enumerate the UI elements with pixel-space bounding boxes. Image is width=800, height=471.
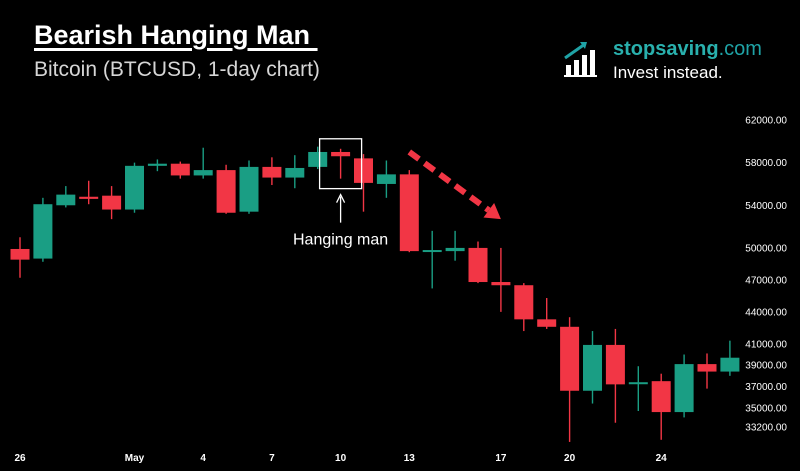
- candle-body: [399, 174, 419, 252]
- candle-body: [331, 151, 351, 157]
- candle-body: [285, 167, 305, 178]
- x-tick-label: 4: [200, 453, 206, 464]
- candle: [720, 340, 740, 376]
- candle-body: [239, 166, 259, 212]
- candle: [79, 180, 99, 205]
- candle: [354, 154, 373, 212]
- candle: [102, 186, 122, 220]
- candle-body: [605, 344, 625, 385]
- candle: [399, 170, 419, 253]
- candle: [628, 366, 648, 412]
- y-tick-label: 47000.00: [745, 275, 787, 286]
- candle-body: [560, 326, 580, 391]
- candle-body: [56, 194, 76, 206]
- candle-body: [445, 247, 465, 252]
- y-tick-label: 50000.00: [745, 243, 787, 254]
- y-tick-label: 54000.00: [745, 201, 787, 212]
- candle-body: [125, 165, 144, 210]
- candle: [514, 283, 534, 332]
- candle-body: [720, 357, 740, 372]
- candle-body: [33, 204, 53, 259]
- candle: [147, 159, 167, 172]
- candle-body: [491, 282, 511, 286]
- candle: [308, 146, 328, 170]
- candle: [56, 186, 76, 208]
- candle: [674, 354, 694, 418]
- candle-body: [674, 364, 694, 413]
- candle: [697, 353, 717, 389]
- candle: [125, 162, 144, 213]
- candle: [239, 160, 259, 214]
- y-tick-label: 41000.00: [745, 339, 787, 350]
- brand-tagline: Invest instead.: [613, 63, 723, 82]
- candle: [376, 160, 396, 198]
- candle-body: [376, 174, 396, 184]
- pointer-arrow-head: [336, 193, 346, 203]
- candle: [33, 197, 53, 262]
- candle: [605, 328, 625, 423]
- candle: [560, 317, 580, 442]
- candle-body: [216, 170, 236, 213]
- candle-body: [147, 163, 167, 166]
- bar-chart-growth-icon: [564, 42, 597, 77]
- candle: [193, 147, 213, 179]
- candle: [445, 230, 465, 261]
- candle-body: [628, 382, 648, 385]
- page-subtitle: Bitcoin (BTCUSD, 1-day chart): [34, 58, 320, 81]
- candle-body: [170, 163, 190, 176]
- page-title: Bearish Hanging Man: [34, 20, 318, 50]
- x-tick-label: 24: [656, 453, 668, 464]
- candle-body: [262, 166, 282, 178]
- candle-body: [354, 158, 373, 183]
- candle: [651, 373, 671, 440]
- candle-body: [422, 250, 442, 253]
- x-tick-label: 10: [335, 453, 347, 464]
- y-tick-label: 58000.00: [745, 158, 787, 169]
- y-tick-label: 37000.00: [745, 382, 787, 393]
- candle-body: [537, 319, 557, 327]
- candle: [537, 298, 557, 329]
- candle: [422, 230, 442, 289]
- candle-body: [468, 247, 488, 283]
- brand-name: stopsaving.com: [613, 38, 762, 60]
- candle-body: [308, 151, 328, 167]
- candle-body: [697, 364, 717, 372]
- brand-logo[interactable]: stopsaving.com Invest instead.: [563, 38, 783, 82]
- y-tick-label: 39000.00: [745, 361, 787, 372]
- x-tick-label: 26: [14, 453, 26, 464]
- candle: [170, 161, 190, 179]
- candle: [331, 148, 351, 179]
- candle: [216, 164, 236, 214]
- candle-body: [79, 196, 99, 199]
- candle: [262, 157, 282, 186]
- candle: [285, 155, 305, 189]
- candle-body: [583, 344, 602, 391]
- candle-body: [651, 381, 671, 413]
- y-tick-label: 33200.00: [745, 423, 787, 434]
- candle: [468, 241, 488, 284]
- y-tick-label: 62000.00: [745, 116, 787, 127]
- y-tick-label: 44000.00: [745, 307, 787, 318]
- candle-body: [102, 195, 122, 210]
- candle: [583, 331, 602, 404]
- candle: [10, 237, 30, 278]
- y-tick-label: 35000.00: [745, 403, 787, 414]
- candle: [491, 247, 511, 312]
- x-tick-label: 20: [564, 453, 576, 464]
- highlight-box: [318, 138, 363, 190]
- x-tick-label: 13: [404, 453, 416, 464]
- candle-body: [514, 285, 534, 320]
- annotation-label: Hanging man: [293, 232, 388, 249]
- trend-arrow-head: [483, 203, 501, 220]
- x-tick-label: May: [125, 453, 145, 464]
- candle-body: [10, 248, 30, 260]
- x-tick-label: 7: [269, 453, 275, 464]
- x-tick-label: 17: [495, 453, 507, 464]
- trend-arrow-line: [407, 149, 491, 213]
- candle-body: [193, 170, 213, 176]
